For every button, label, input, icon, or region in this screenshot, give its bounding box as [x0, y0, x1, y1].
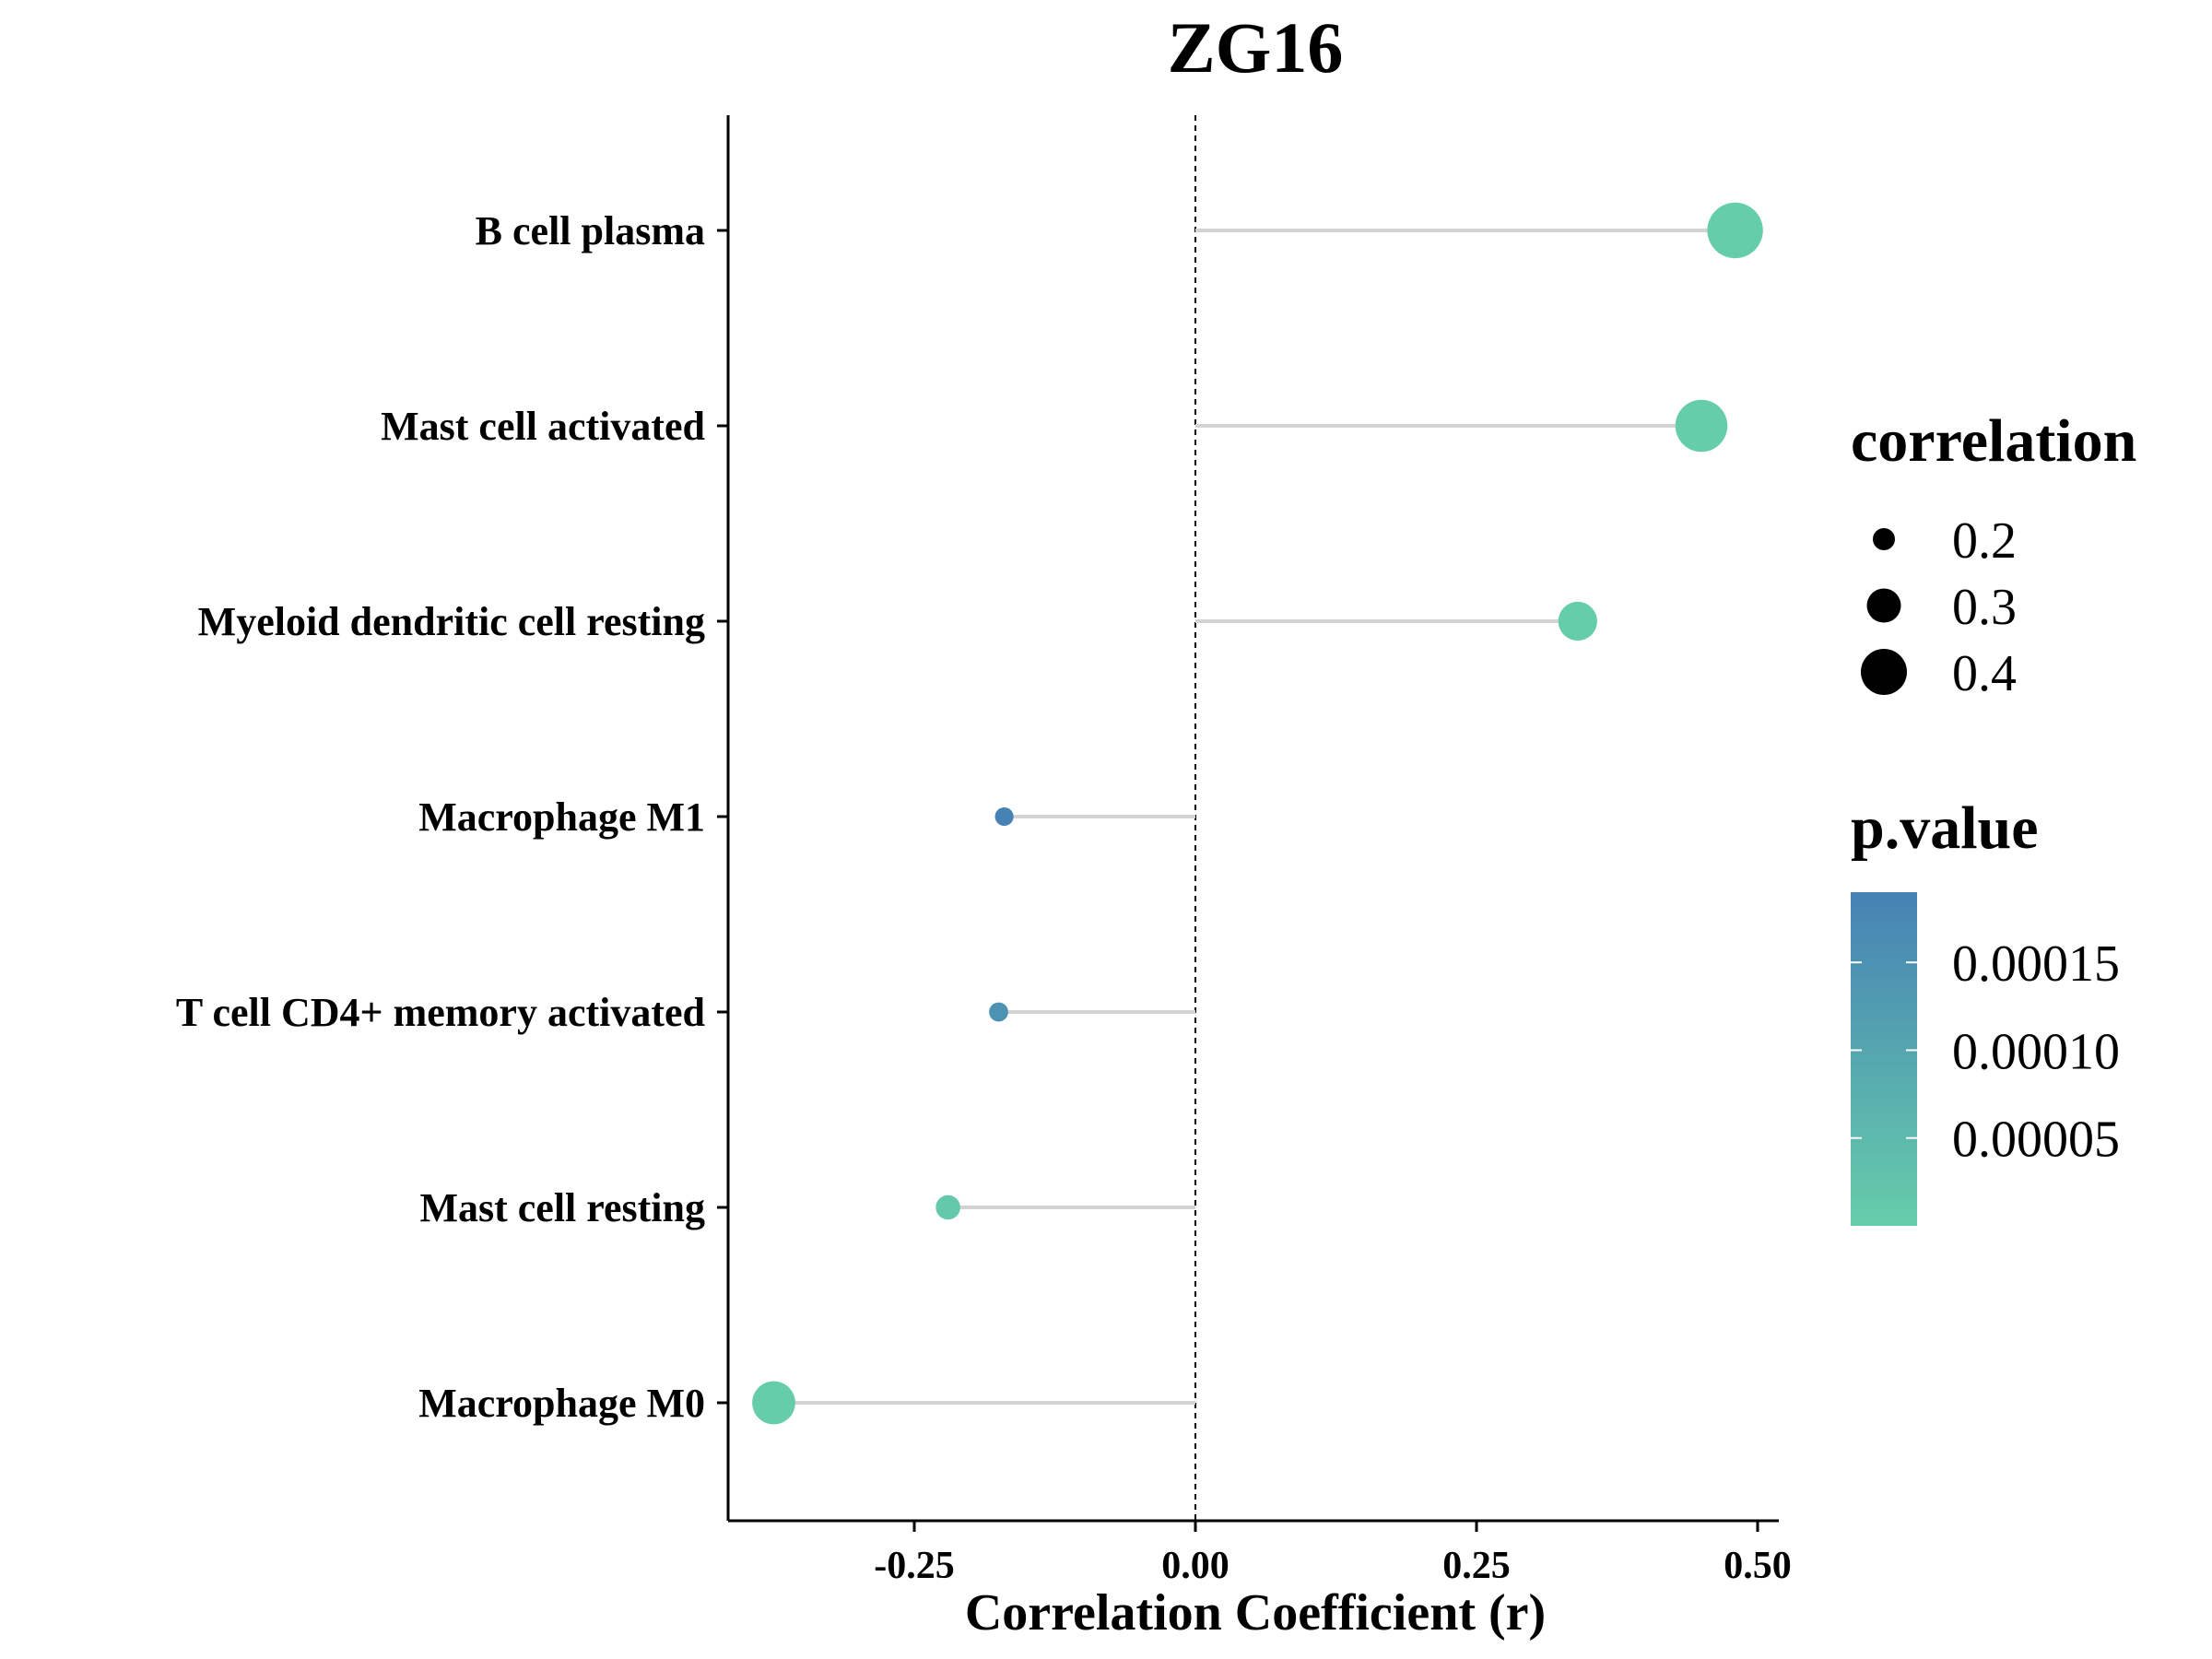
x-axis-label: Correlation Coefficient (r) [965, 1584, 1546, 1641]
y-tick-label: B cell plasma [476, 208, 705, 253]
data-point [935, 1194, 960, 1220]
chart-title: ZG16 [1168, 7, 1344, 88]
data-point [1558, 601, 1597, 641]
color-legend-bar [1851, 892, 1917, 1226]
x-tick-label: -0.25 [874, 1545, 955, 1587]
color-legend-label: 0.00010 [1952, 1023, 2120, 1080]
size-legend-label: 0.2 [1952, 512, 2017, 570]
color-legend-label: 0.00015 [1952, 935, 2120, 993]
y-tick-label: Myeloid dendritic cell resting [198, 599, 705, 644]
data-point [752, 1381, 795, 1425]
size-legend-key [1873, 528, 1895, 550]
color-legend-title: p.value [1851, 794, 2039, 862]
color-legend: p.value 0.00015 0.00010 0.00005 [1851, 794, 2120, 1226]
data-point [1707, 202, 1763, 259]
size-legend-title: correlation [1851, 407, 2136, 475]
data-point [994, 806, 1014, 827]
size-legend-key [1861, 649, 1907, 695]
data-point [989, 1002, 1008, 1022]
size-legend: correlation 0.2 0.3 0.4 [1851, 407, 2136, 702]
size-legend-label: 0.4 [1952, 645, 2017, 702]
plot-area: -0.25 0.00 0.25 0.50 B cell plasma Mast cell … [176, 115, 1792, 1587]
y-tick-label: Macrophage M0 [418, 1381, 705, 1426]
y-tick-label: Mast cell activated [381, 404, 705, 449]
y-tick-label: Macrophage M1 [418, 794, 705, 840]
x-tick-label: 0.00 [1161, 1545, 1230, 1587]
x-tick-label: 0.50 [1724, 1545, 1792, 1587]
color-legend-label: 0.00005 [1952, 1112, 2120, 1169]
size-legend-key [1866, 588, 1901, 623]
x-tick-label: 0.25 [1442, 1545, 1511, 1587]
y-tick-label: Mast cell resting [419, 1185, 705, 1230]
y-tick-label: T cell CD4+ memory activated [176, 990, 705, 1035]
size-legend-label: 0.3 [1952, 579, 2017, 636]
data-point [1675, 399, 1728, 453]
